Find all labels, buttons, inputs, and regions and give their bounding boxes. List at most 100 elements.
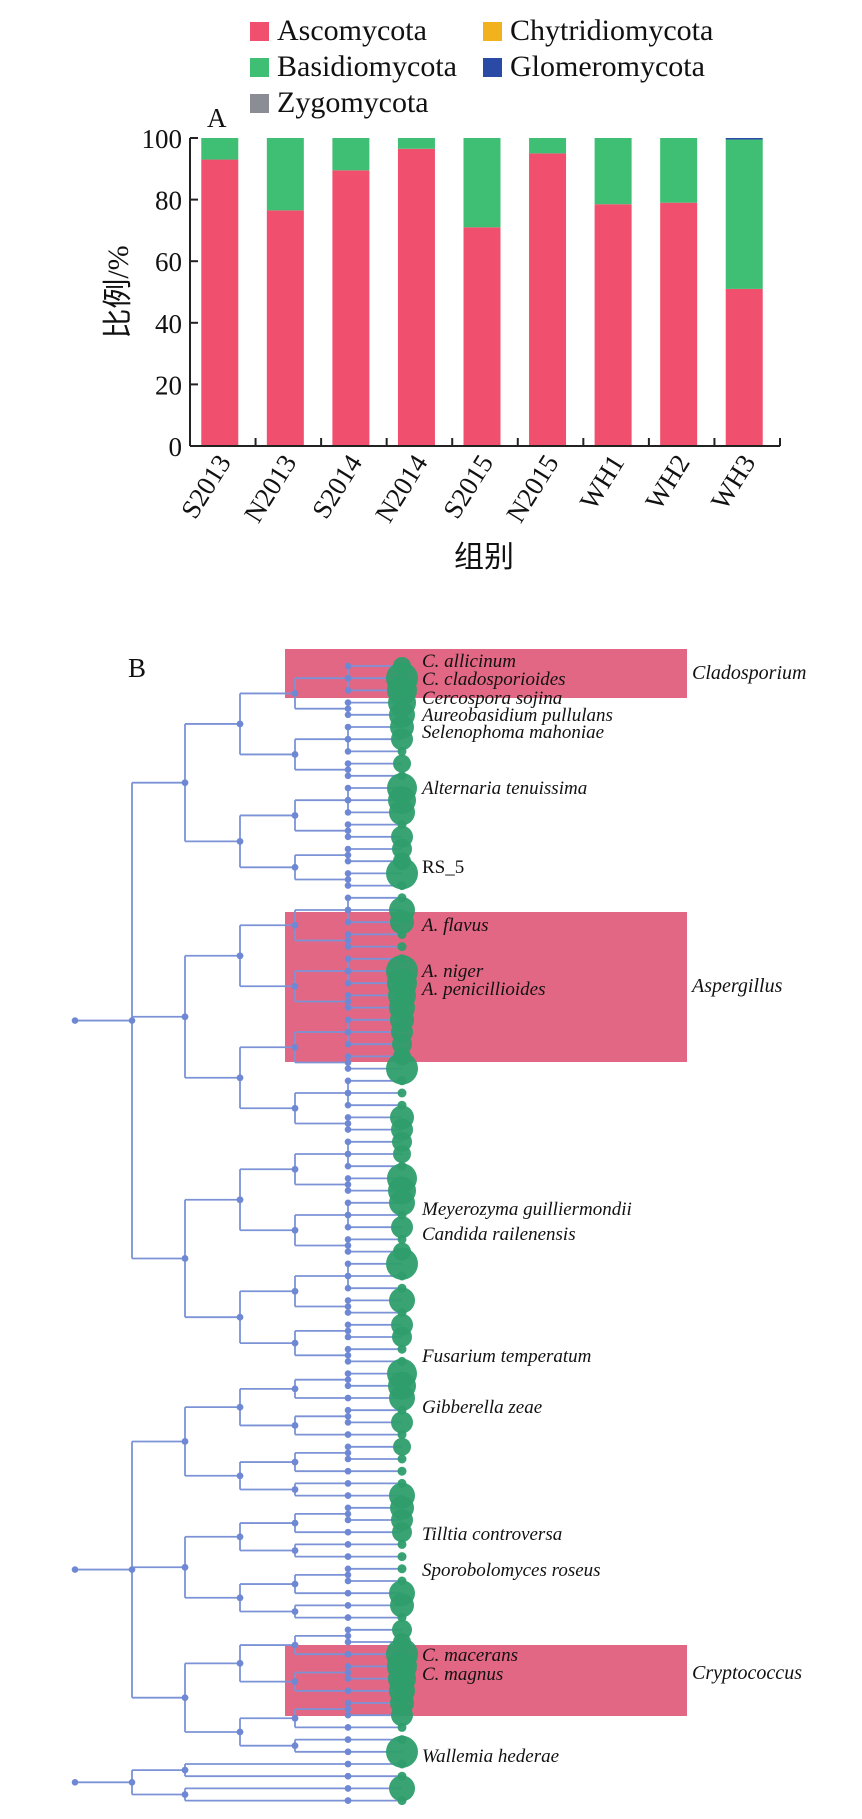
bar-WH3-ascomycota [725,288,763,446]
tree-nodes [71,662,352,1804]
tree-node [344,1352,352,1359]
tree-node [236,1533,244,1541]
tree-node [344,784,352,792]
tree-node [344,1248,352,1255]
bar-N2015-ascomycota [529,153,567,446]
tree-node [344,1431,352,1438]
bar-WH2-ascomycota [660,202,698,446]
genus-highlights [285,649,687,1716]
tree-node [291,864,299,871]
tree-node [344,1138,352,1146]
leaf-bubble [397,1796,407,1806]
genus-label-cryptococcus: Cryptococcus [692,1662,802,1684]
legend-swatch-basidiomycota [250,58,269,77]
x-tick-label: WH1 [574,449,630,514]
y-tick-label: 100 [142,124,183,154]
tree-node [291,812,299,819]
tree-node [291,1458,299,1466]
leaf-bubble [389,1385,415,1411]
tree-node [236,1594,244,1602]
tree-node [344,1358,352,1365]
tree-node [71,1017,79,1024]
tree-node [344,699,352,706]
bar-N2014-basidiomycota [397,138,435,149]
tree-node [344,1577,352,1585]
tree-node [291,1422,299,1429]
y-tick-label: 20 [155,370,182,400]
tree-node [344,1016,352,1024]
tree-node [344,1004,352,1011]
tree-node [344,1187,352,1194]
tree-node [344,1650,352,1658]
tree-node [291,982,299,990]
legend: Ascomycota Chytridiomycota Basidiomycota Gl… [250,14,713,119]
genus-label-aspergillus: Aspergillus [690,975,783,997]
y-ticks: 0 20 40 60 80 100 [142,124,198,462]
tree-node [181,1694,189,1701]
tree-node [344,827,352,834]
species-label: Tilltia controversa [422,1524,562,1545]
tree-node [344,1327,352,1335]
tree-node [344,967,352,975]
tree-node [344,1760,352,1768]
leaf-bubble [391,1704,413,1727]
tree-node [344,1162,352,1170]
tree-node [344,1376,352,1383]
tree-node [236,1728,244,1736]
species-label: Candida railenensis [422,1224,576,1245]
tree-node [236,1313,244,1321]
tree-node [181,1255,189,1262]
tree-node [344,1284,352,1292]
tree-node [291,1547,299,1554]
bar-N2015-basidiomycota [529,138,567,154]
tree-node [291,1287,299,1295]
tree-node [344,1553,352,1560]
bar-S2014-basidiomycota [332,138,370,171]
tree-node [344,918,352,926]
tree-node [344,1504,352,1512]
leaf-bubble [393,1145,411,1163]
tree-node [344,1687,352,1695]
tree-node [344,1272,352,1280]
tree-node [344,1309,352,1316]
leaf-bubble [397,1454,407,1464]
tree-node [344,1602,352,1609]
bar-S2015-basidiomycota [463,138,501,228]
leaf-bubble [397,881,407,891]
tree-node [344,1382,352,1390]
species-label: C. cladosporioides [422,669,566,690]
tree-node [344,1797,352,1804]
tree-node [291,690,299,697]
tree-node [181,1013,189,1021]
legend-label-ascomycota: Ascomycota [277,14,427,47]
leaf-bubble [391,728,413,751]
bar-S2015-ascomycota [463,227,501,446]
leaf-bubble [390,910,414,935]
tree-node [344,1711,352,1719]
species-label: Wallemia hederae [422,1746,559,1767]
leaf-bubble [397,1466,407,1476]
leaf-bubble [397,1234,407,1244]
axes [189,138,780,447]
tree-node [344,662,352,670]
tree-node [344,906,352,914]
tree-node [344,833,352,841]
leaf-bubble [397,1076,407,1086]
species-label: C. macerans [422,1645,518,1666]
tree-node [344,772,352,780]
legend-label-chytridiomycota: Chytridiomycota [510,14,713,47]
leaf-bubble [391,1411,413,1434]
genus-highlight-aspergillus [285,912,687,1062]
tree-node [181,1791,189,1798]
tree-node [181,1766,189,1774]
tree-node [291,1519,299,1527]
tree-node [128,1566,136,1573]
tree-node [236,1660,244,1667]
genus-label-cladosporium: Cladosporium [692,662,806,684]
tree-node [291,1580,299,1588]
bar-N2013-ascomycota [266,210,304,446]
tree-node [344,1565,352,1573]
tree-node [291,1714,299,1722]
